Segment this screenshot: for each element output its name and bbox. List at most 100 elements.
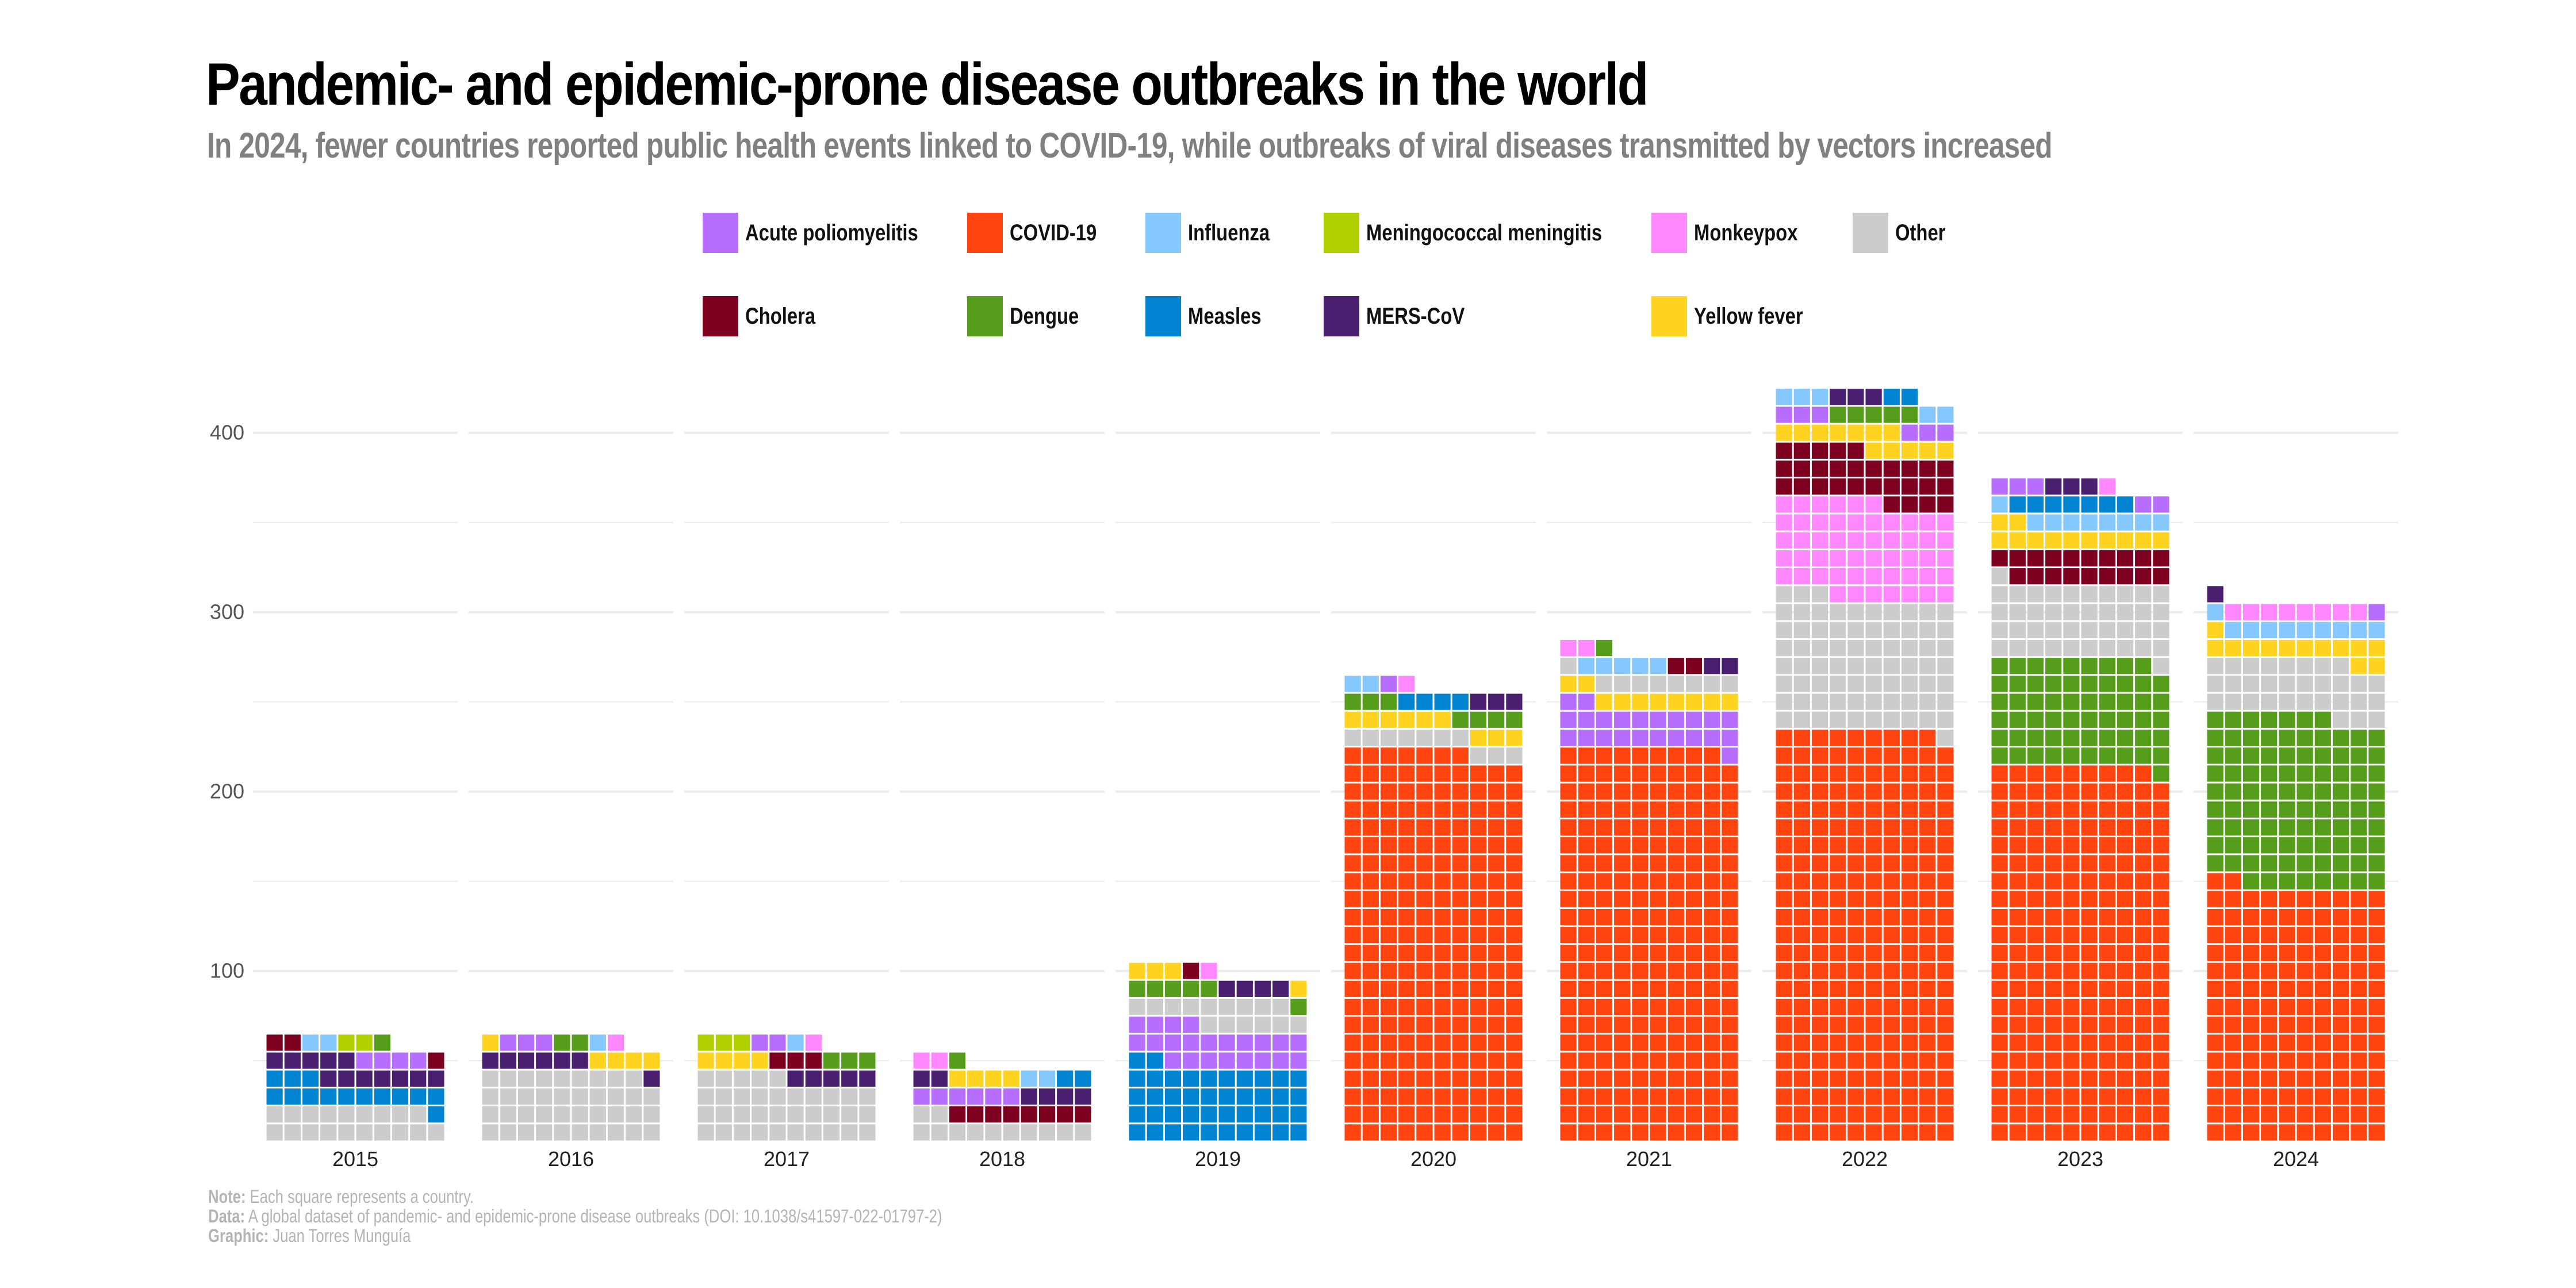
square-polio [1811,407,1828,423]
square-yellowfever [2261,639,2278,657]
square-monkeypox [1901,532,1918,549]
square-dengue [2351,765,2367,782]
square-covid [1578,1034,1594,1051]
square-other [733,1124,750,1141]
square-covid [1416,819,1433,836]
square-polio [1578,693,1594,710]
square-other [589,1070,606,1087]
square-dengue [2314,711,2331,728]
square-cholera [1937,478,1954,495]
square-covid [1883,1070,1900,1087]
square-covid [1596,1106,1613,1123]
square-other [2153,658,2169,674]
square-covid [1650,1052,1666,1069]
square-influenza [2279,622,2295,638]
square-monkeypox [607,1034,624,1051]
square-other [1847,711,1864,728]
square-covid [1776,819,1792,836]
square-covid [2207,998,2224,1015]
square-dengue [2135,658,2152,674]
square-polio [2009,478,2026,495]
square-covid [1560,1052,1577,1069]
square-covid [2099,891,2115,907]
square-cholera [1901,496,1918,513]
square-mers [913,1070,930,1087]
square-cholera [2117,568,2134,585]
square-covid [1793,927,1810,944]
square-other [2242,658,2260,674]
square-covid [1578,963,1594,979]
square-covid [1991,819,2008,836]
square-covid [1434,747,1451,764]
square-covid [1488,1070,1505,1087]
square-covid [1614,1034,1631,1051]
square-dengue [2314,801,2331,818]
square-covid [2225,927,2241,944]
square-covid [1847,1124,1864,1141]
square-covid [1830,963,1846,979]
legend-label: Monkeypox [1694,220,1798,246]
square-covid [1722,1124,1738,1141]
square-covid [2297,891,2313,907]
square-other [356,1124,373,1141]
square-other [1596,676,1613,692]
square-covid [2063,980,2080,997]
square-covid [1811,837,1828,854]
square-polio [1183,1052,1199,1069]
x-tick-label: 2017 [764,1147,810,1171]
square-cholera [266,1034,283,1051]
square-yellowfever [1704,693,1720,710]
square-covid [1596,945,1613,961]
square-covid [1380,1017,1397,1033]
square-other [1830,711,1846,728]
square-covid [2225,963,2241,979]
square-covid [2153,783,2169,800]
square-covid [2279,945,2295,961]
square-covid [1362,1070,1379,1087]
square-cholera [1847,478,1864,495]
square-covid [1811,891,1828,907]
square-covid [2081,1070,2098,1087]
square-other [1883,604,1900,620]
square-covid [1811,729,1828,746]
square-other [1003,1124,1019,1141]
square-monkeypox [1919,532,1936,549]
square-covid [1506,855,1523,872]
square-polio [1129,1017,1145,1033]
square-measles [1183,1106,1199,1123]
square-covid [2368,1034,2385,1051]
square-measles [1254,1106,1271,1123]
square-measles [2117,496,2134,513]
square-polio [1201,1052,1217,1069]
square-covid [2081,819,2098,836]
square-covid [1811,963,1828,979]
square-covid [1596,908,1613,926]
square-covid [2225,891,2241,907]
square-cholera [1847,442,1864,459]
square-polio [1380,676,1397,692]
square-covid [2351,1052,2367,1069]
square-cholera [2099,550,2115,567]
square-mers [518,1052,535,1069]
square-monkeypox [2332,604,2349,620]
square-polio [1667,711,1684,728]
square-covid [2009,963,2026,979]
square-other [1937,658,1954,674]
square-covid [1793,1070,1810,1087]
square-covid [1470,1070,1487,1087]
square-covid [2332,1124,2349,1141]
square-covid [2009,873,2026,890]
square-covid [2368,1017,2385,1033]
square-dengue [2027,658,2044,674]
square-other [769,1124,786,1141]
square-covid [1578,927,1594,944]
square-covid [2297,1070,2313,1087]
square-covid [1937,1106,1954,1123]
square-other [2368,693,2385,710]
square-measles [1452,693,1469,710]
waffle-stacks [266,389,2385,1141]
legend-label: Meningococcal meningitis [1366,220,1603,246]
square-covid [1811,765,1828,782]
square-covid [1650,801,1666,818]
square-other [1776,693,1792,710]
